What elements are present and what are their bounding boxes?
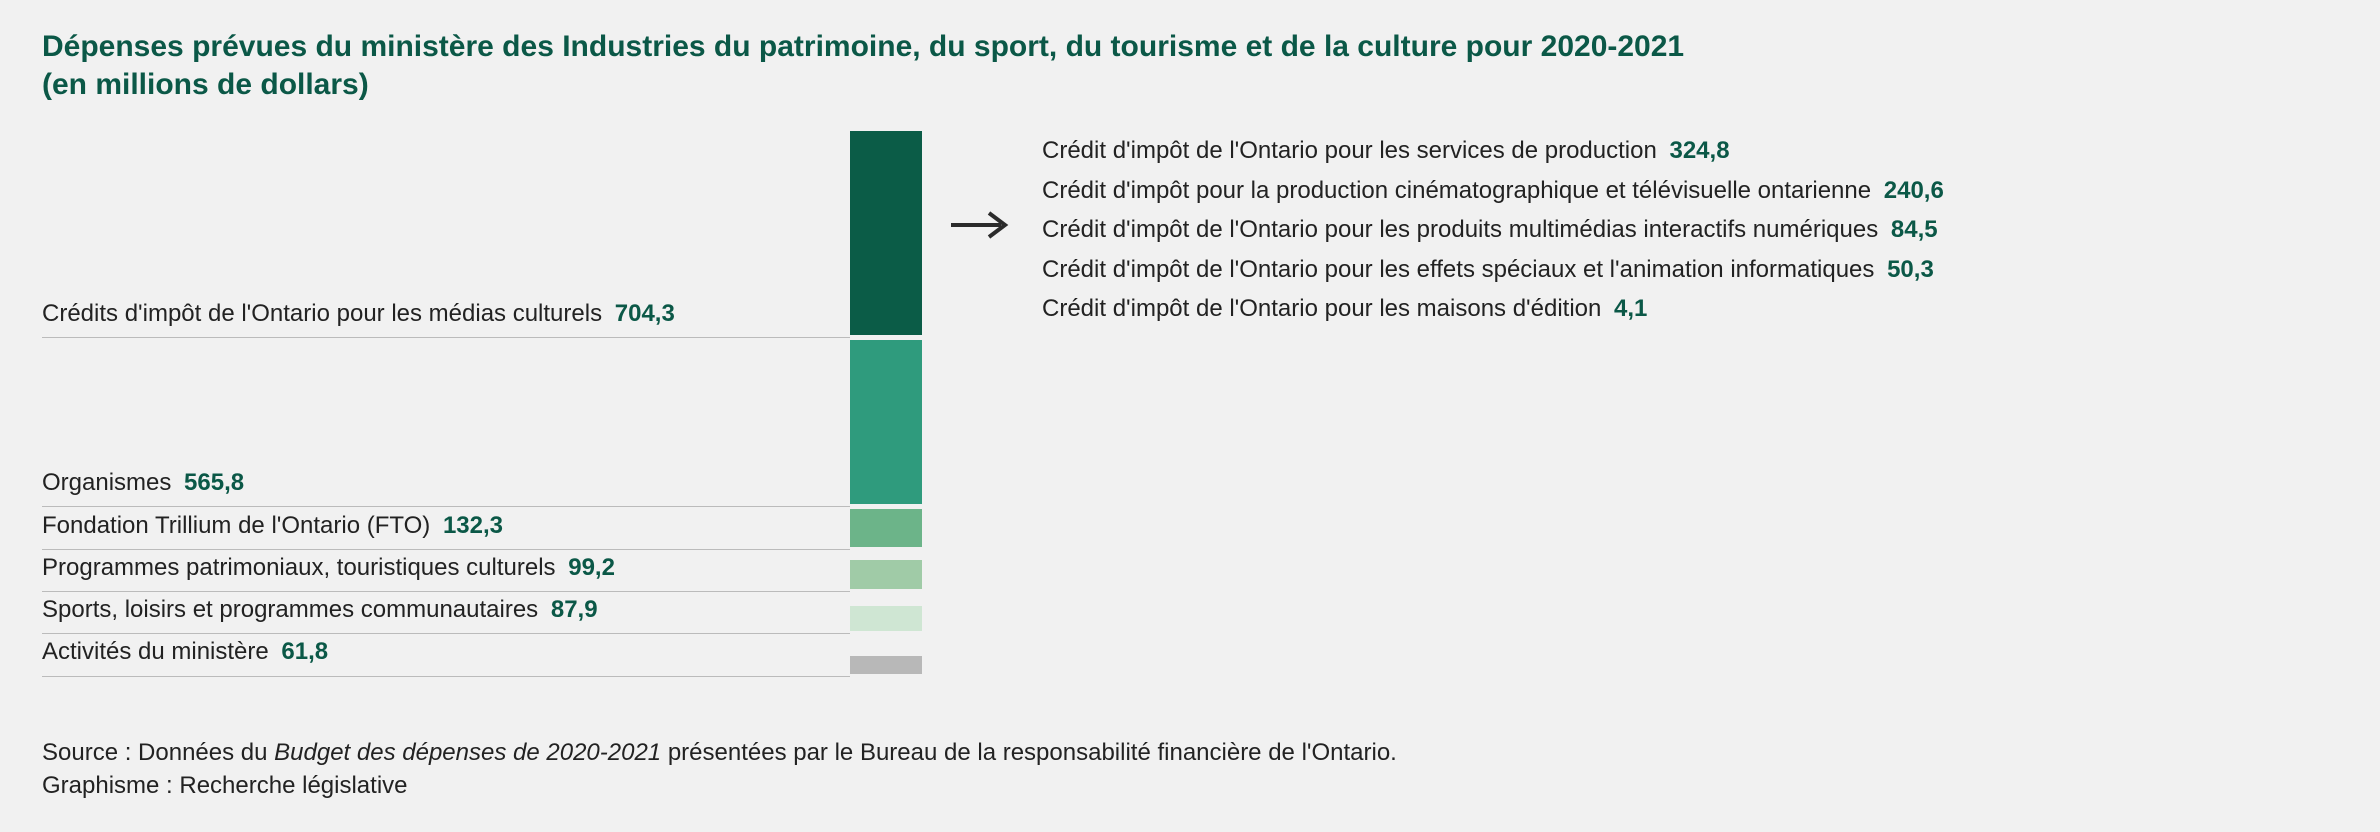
bar-cell [850, 606, 922, 631]
category-value: 99,2 [568, 554, 615, 581]
breakdown-label: Crédit d'impôt pour la production cinéma… [1042, 177, 1871, 204]
category-label: Crédits d'impôt de l'Ontario pour les mé… [42, 298, 850, 335]
category-label: Fondation Trillium de l'Ontario (FTO) 13… [42, 510, 850, 547]
title-line-2: (en millions de dollars) [42, 68, 369, 101]
bar-cell [850, 656, 922, 674]
category-value: 132,3 [443, 512, 503, 539]
breakdown-row: Crédit d'impôt de l'Ontario pour les ser… [1042, 131, 1944, 171]
category-label: Activités du ministère 61,8 [42, 636, 850, 673]
category-row: Sports, loisirs et programmes communauta… [42, 594, 922, 631]
title-line-1: Dépenses prévues du ministère des Indust… [42, 30, 1684, 63]
category-value: 565,8 [184, 469, 244, 496]
breakdown-label: Crédit d'impôt de l'Ontario pour les ser… [1042, 137, 1657, 164]
category-divider [42, 506, 850, 507]
breakdown-label: Crédit d'impôt de l'Ontario pour les eff… [1042, 256, 1874, 283]
category-row: Fondation Trillium de l'Ontario (FTO) 13… [42, 509, 922, 547]
category-value: 87,9 [551, 596, 598, 623]
breakdown-row: Crédit d'impôt de l'Ontario pour les eff… [1042, 250, 1944, 290]
bar-segment [850, 656, 922, 674]
chart-title: Dépenses prévues du ministère des Indust… [42, 28, 2338, 103]
bar-cell [850, 509, 922, 547]
breakdown-value: 240,6 [1884, 177, 1944, 204]
footer: Source : Données du Budget des dépenses … [42, 737, 1397, 802]
category-label: Programmes patrimoniaux, touristiques cu… [42, 552, 850, 589]
arrow-icon [947, 205, 1017, 245]
category-label: Sports, loisirs et programmes communauta… [42, 594, 850, 631]
source-line: Source : Données du Budget des dépenses … [42, 737, 1397, 769]
bar-segment [850, 606, 922, 631]
category-column: Crédits d'impôt de l'Ontario pour les mé… [42, 131, 922, 679]
arrow-column [942, 131, 1022, 245]
bar-segment [850, 131, 922, 335]
category-divider [42, 549, 850, 550]
credit-line: Graphisme : Recherche législative [42, 770, 1397, 802]
category-row: Activités du ministère 61,8 [42, 636, 922, 673]
category-row: Crédits d'impôt de l'Ontario pour les mé… [42, 131, 922, 335]
category-row: Programmes patrimoniaux, touristiques cu… [42, 552, 922, 589]
breakdown-column: Crédit d'impôt de l'Ontario pour les ser… [1042, 131, 1944, 329]
bar-segment [850, 340, 922, 504]
bar-cell [850, 560, 922, 589]
bar-cell [850, 131, 922, 335]
breakdown-row: Crédit d'impôt de l'Ontario pour les mai… [1042, 289, 1944, 329]
category-divider [42, 591, 850, 592]
category-divider [42, 337, 850, 338]
breakdown-value: 4,1 [1614, 295, 1647, 322]
breakdown-value: 50,3 [1887, 256, 1934, 283]
category-divider [42, 633, 850, 634]
category-label: Organismes 565,8 [42, 467, 850, 504]
breakdown-value: 324,8 [1669, 137, 1729, 164]
category-value: 61,8 [281, 638, 328, 665]
category-value: 704,3 [615, 300, 675, 327]
breakdown-label: Crédit d'impôt de l'Ontario pour les mai… [1042, 295, 1601, 322]
breakdown-value: 84,5 [1891, 216, 1938, 243]
category-divider [42, 676, 850, 677]
chart-body: Crédits d'impôt de l'Ontario pour les mé… [42, 131, 2338, 679]
bar-segment [850, 560, 922, 589]
bar-segment [850, 509, 922, 547]
breakdown-row: Crédit d'impôt de l'Ontario pour les pro… [1042, 210, 1944, 250]
bar-cell [850, 340, 922, 504]
breakdown-label: Crédit d'impôt de l'Ontario pour les pro… [1042, 216, 1878, 243]
category-row: Organismes 565,8 [42, 340, 922, 504]
breakdown-row: Crédit d'impôt pour la production cinéma… [1042, 171, 1944, 211]
